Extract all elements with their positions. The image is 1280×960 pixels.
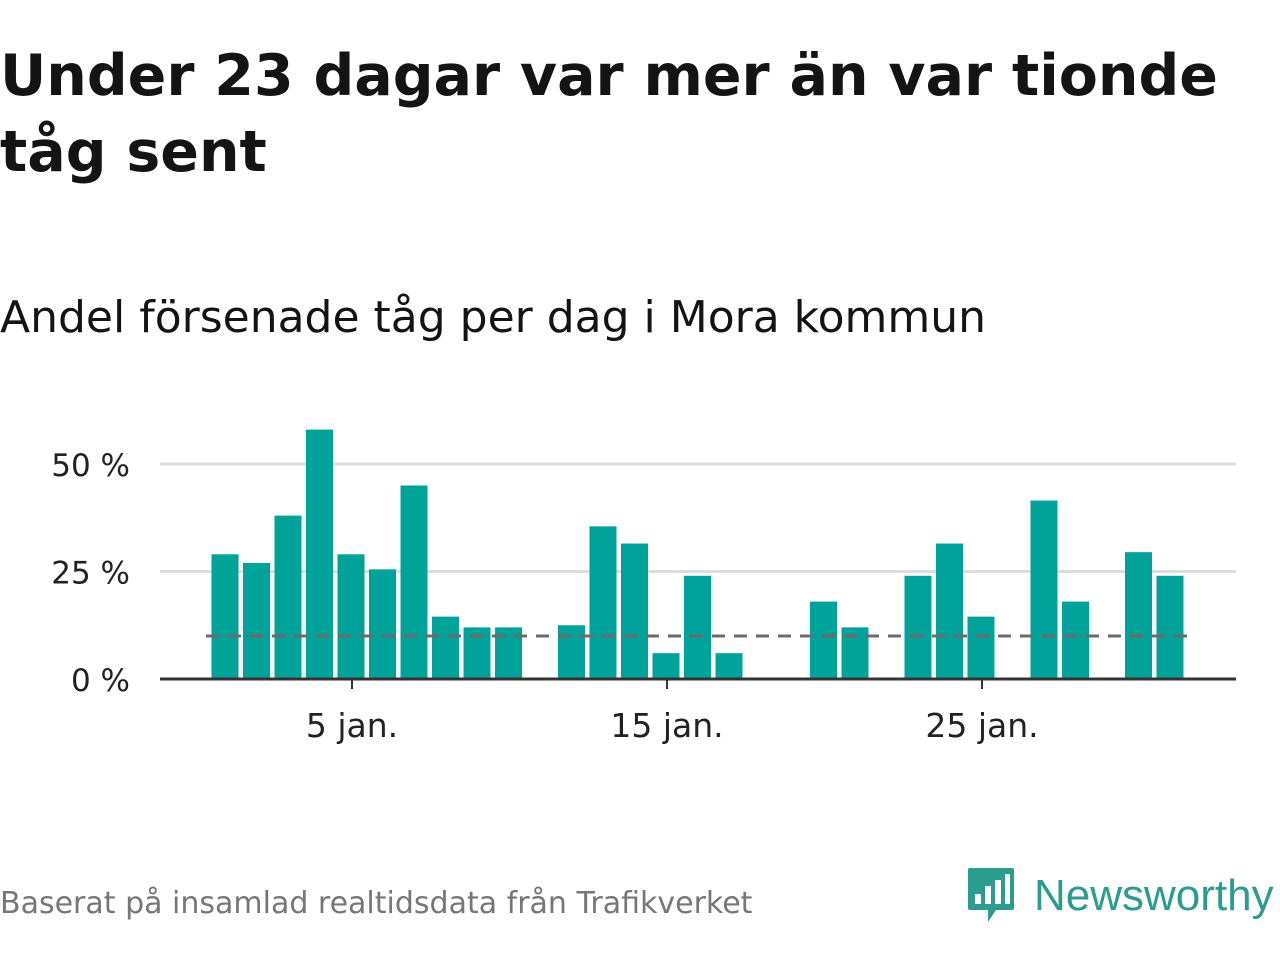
newsworthy-logo: Newsworthy [966, 866, 1274, 926]
bar [621, 543, 648, 679]
y-tick-label: 25 % [51, 556, 130, 592]
newsworthy-logo-icon [968, 868, 1014, 922]
bar [1156, 575, 1184, 679]
x-tick-label: 5 jan. [306, 706, 398, 745]
bar [1062, 601, 1089, 679]
bar [274, 515, 302, 679]
chart-title: Under 23 dagar var mer än var tionde tåg… [0, 43, 1218, 185]
newsworthy-logo-text: Newsworthy [1034, 871, 1274, 920]
bar [306, 429, 333, 679]
bar [211, 554, 239, 679]
bar [1030, 500, 1058, 679]
bar [369, 569, 396, 679]
bar [337, 554, 365, 679]
y-tick-label: 0 % [71, 663, 130, 699]
bar [589, 526, 617, 679]
x-tick-label: 15 jan. [610, 706, 723, 745]
bar-chart: 0 % 25 % 50 % 5 jan. 15 jan. 25 jan. [51, 429, 1236, 745]
chart-subtitle: Andel försenade tåg per dag i Mora kommu… [0, 292, 987, 343]
bar [936, 543, 963, 679]
bar [904, 575, 932, 679]
bar [432, 616, 459, 679]
bar [1125, 552, 1152, 679]
bar [967, 616, 995, 679]
bar [243, 562, 270, 679]
bar [684, 575, 711, 679]
bar [652, 653, 680, 679]
source-note: Baserat på insamlad realtidsdata från Tr… [0, 886, 753, 921]
bar [400, 485, 428, 679]
bar [715, 653, 743, 679]
x-tick-label: 25 jan. [925, 706, 1038, 745]
bar [558, 625, 585, 679]
y-tick-label: 50 % [51, 448, 130, 484]
bar [810, 601, 837, 679]
